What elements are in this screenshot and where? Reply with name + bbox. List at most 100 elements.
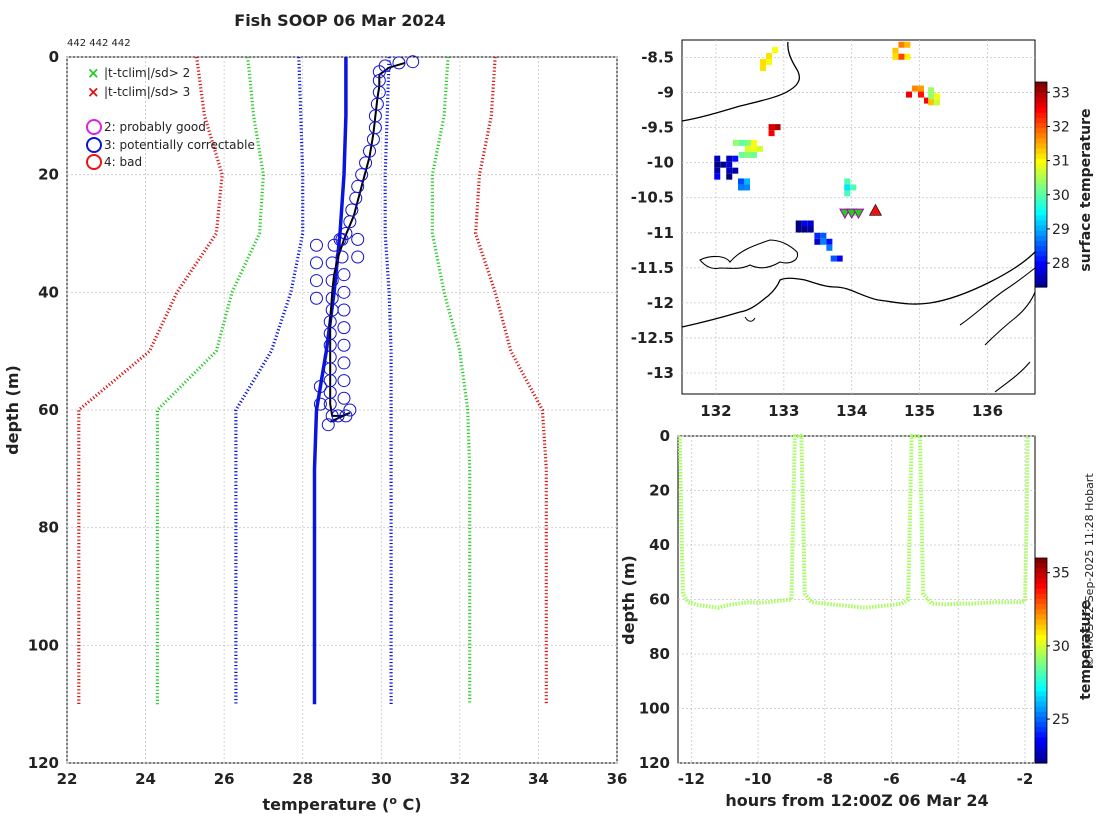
map-ytick-label: -11 [647,224,674,242]
legend-flag-2: 2: probably good [104,120,206,134]
legend-flag-4: 4: bad [104,155,142,169]
sst-pixel [892,53,899,60]
sst-pixel [714,167,721,174]
map-colorbar-segment [1035,246,1047,252]
depth-time-colorbar-segment [1035,665,1047,672]
map-xtick-label: 136 [972,402,1003,420]
sst-pixel [732,167,739,174]
map-colorbar-segment [1035,184,1047,191]
map-colorbar-segment [1035,261,1047,268]
sst-pixel [744,184,751,191]
map-ytick-label: -11.5 [631,259,674,277]
sst-pixel [760,59,767,66]
sst-pixel [714,173,721,180]
depth-time-colorbar-segment [1035,609,1047,615]
map-colorbar-segment [1035,174,1047,180]
sst-pixel [795,220,802,227]
sst-pixel [850,184,857,191]
map-colorbar-segment [1035,158,1047,165]
sst-pixel [801,226,808,233]
flagged-point-marker [392,56,406,70]
depth-time-ytick-label: 100 [639,700,670,718]
flagged-point-marker [337,321,351,335]
depth-time-colorbar-segment [1035,757,1047,764]
map-colorbar-segment [1035,112,1047,119]
flagged-point-marker [366,132,380,146]
flagged-point-marker [337,268,351,282]
map-colorbar-segment [1035,164,1047,170]
flagged-point-marker [337,356,351,370]
flagged-point-marker [337,391,351,405]
sst-pixel [726,161,733,168]
sst-pixel [820,232,827,239]
flagged-point-marker [337,285,351,299]
sst-pixel [892,47,899,54]
depth-time-colorbar-tick-label: 35 [1052,566,1070,582]
figure-title: Fish SOOP 06 Mar 2024 [234,11,445,30]
depth-time-colorbar-segment [1035,737,1047,744]
profile-ytick-label: 80 [38,519,59,537]
map-ytick-label: -13 [647,364,674,382]
credit-text: © IMOS 22-Sep-2025 11:28 Hobart [1083,473,1096,667]
map-colorbar-frame [1034,81,1048,288]
sst-pixel [898,41,905,48]
flagged-point-marker [325,409,339,423]
coastline [681,41,1036,393]
profile-xlabel: temperature (o C) [262,794,421,814]
depth-time-xtick-label: -10 [745,770,772,788]
depth-time-xtick-label: -6 [883,770,900,788]
depth-time-colorbar-segment [1035,752,1047,759]
map-colorbar-segment [1035,87,1047,93]
sst-pixel [720,161,727,168]
profile-ytick-label: 120 [28,754,59,772]
map-ytick-label: -8.5 [641,49,674,67]
map-colorbar-segment [1035,148,1047,155]
map-xtick-label: 135 [904,402,935,420]
depth-time-colorbar-tick-label: 30 [1052,639,1070,655]
depth-time-colorbar-segment [1035,573,1047,580]
sst-pixel [766,59,773,66]
depth-time-ytick-label: 40 [649,536,670,554]
map-colorbar-segment [1035,179,1047,186]
depth-time-colorbar-segment [1035,711,1047,718]
depth-time-colorbar-segment [1035,655,1047,662]
sst-pixel [726,167,733,174]
flagged-point-marker [309,291,323,305]
map-colorbar-segment [1035,256,1047,262]
depth-time-ytick-label: 80 [649,645,670,663]
map-ytick-label: -9.5 [641,119,674,137]
depth-time-colorbar-segment [1035,722,1047,728]
map-colorbar-segment [1035,189,1047,196]
map-ytick-label: -12.5 [631,329,674,347]
depth-time-colorbar-segment [1035,696,1047,703]
depth-time-ytick-label: 120 [639,754,670,772]
sst-pixel [726,173,733,180]
sst-pixel [826,238,833,245]
sst-pixel [814,238,821,245]
map-colorbar-segment [1035,271,1047,278]
flagged-point-marker [363,144,376,158]
flagged-point-marker [359,156,373,170]
depth-time-xtick-label: -12 [678,770,705,788]
map-colorbar-segment [1035,205,1047,211]
map-ytick-label: -10.5 [631,189,674,207]
map-colorbar-segment [1035,281,1047,288]
depth-time-colorbar-segment [1035,624,1047,631]
map-colorbar-segment [1035,123,1047,129]
sst-pixel [904,41,911,48]
depth-time-colorbar-segment [1035,747,1047,754]
map-colorbar-segment [1035,102,1047,109]
flagged-point-marker [309,238,323,252]
flagged-point-marker [337,374,351,388]
sst-pixel [844,178,851,185]
depth-time-colorbar-segment [1035,634,1047,641]
depth-time-colorbar-segment [1035,691,1047,697]
map-colorbar-segment [1035,128,1047,134]
platform-id: 442 442 442 [67,38,131,49]
depth-time-colorbar-frame [1034,557,1048,764]
map-xtick-label: 132 [700,402,731,420]
sst-pixel [820,238,827,245]
sst-pixel [766,53,773,60]
map-ytick-label: -9 [657,84,674,102]
